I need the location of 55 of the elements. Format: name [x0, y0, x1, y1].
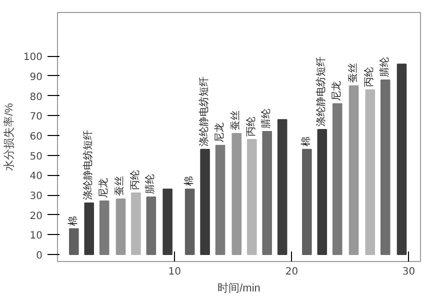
text: 棉: [300, 136, 312, 146]
x-tick-label: 30: [402, 266, 416, 278]
text: 丙纶: [363, 66, 376, 87]
bar: [131, 192, 141, 256]
text: 丙纶: [130, 170, 141, 190]
bar: [69, 228, 79, 256]
text: 涤纶静电纺短纤: [198, 76, 210, 146]
bar: [200, 148, 210, 256]
text: 尼龙: [331, 80, 342, 101]
y-tick-label: 60: [30, 132, 43, 143]
bar: [380, 79, 390, 256]
bar: [215, 144, 226, 256]
bar: [277, 119, 288, 256]
text: 蚕丝: [348, 62, 359, 83]
text: 腈纶: [379, 56, 390, 77]
text: 蚕丝: [230, 110, 242, 131]
x-tick-label: 10: [168, 266, 181, 278]
text: 腈纶: [261, 108, 272, 129]
x-tick-label: 20: [285, 266, 298, 278]
y-tick-label: 50: [30, 151, 43, 162]
text: 尼龙: [213, 122, 226, 142]
y-tick-label: 30: [30, 191, 43, 202]
text: 棉: [68, 216, 79, 226]
bar: [162, 188, 172, 256]
bar: [146, 196, 156, 256]
y-axis-title: 水分损失率/%: [2, 102, 16, 171]
bar: [116, 198, 126, 256]
y-tick-label: 80: [30, 92, 43, 103]
text: 棉: [182, 176, 195, 186]
bar: [365, 89, 376, 256]
bar: [332, 103, 342, 256]
bar: [348, 85, 359, 256]
bar: [302, 148, 312, 256]
bar: [84, 202, 94, 256]
y-tick-label: 20: [30, 210, 43, 222]
bar: [232, 133, 242, 256]
bar: [184, 188, 195, 256]
y-tick-label: 90: [30, 72, 43, 83]
bar: [99, 200, 110, 256]
text: 尼龙: [98, 178, 110, 198]
y-tick-label: 10: [30, 230, 43, 242]
y-tick-label: 70: [30, 112, 43, 123]
bar: [262, 131, 272, 256]
bar: [246, 138, 257, 256]
text: 涤纶静电纺短纤: [316, 56, 328, 127]
text: 丙纶: [246, 116, 257, 136]
bar: [396, 64, 407, 256]
text: 腈纶: [144, 174, 156, 194]
text: 蚕丝: [114, 176, 126, 196]
x-axis-title: 时间/min: [218, 282, 260, 294]
y-tick-label: 40: [30, 171, 43, 182]
text: 涤纶静电纺短纤: [83, 130, 94, 200]
y-tick-label: 100: [23, 52, 43, 64]
bar: [317, 129, 328, 256]
y-tick-label: 0: [36, 250, 43, 262]
